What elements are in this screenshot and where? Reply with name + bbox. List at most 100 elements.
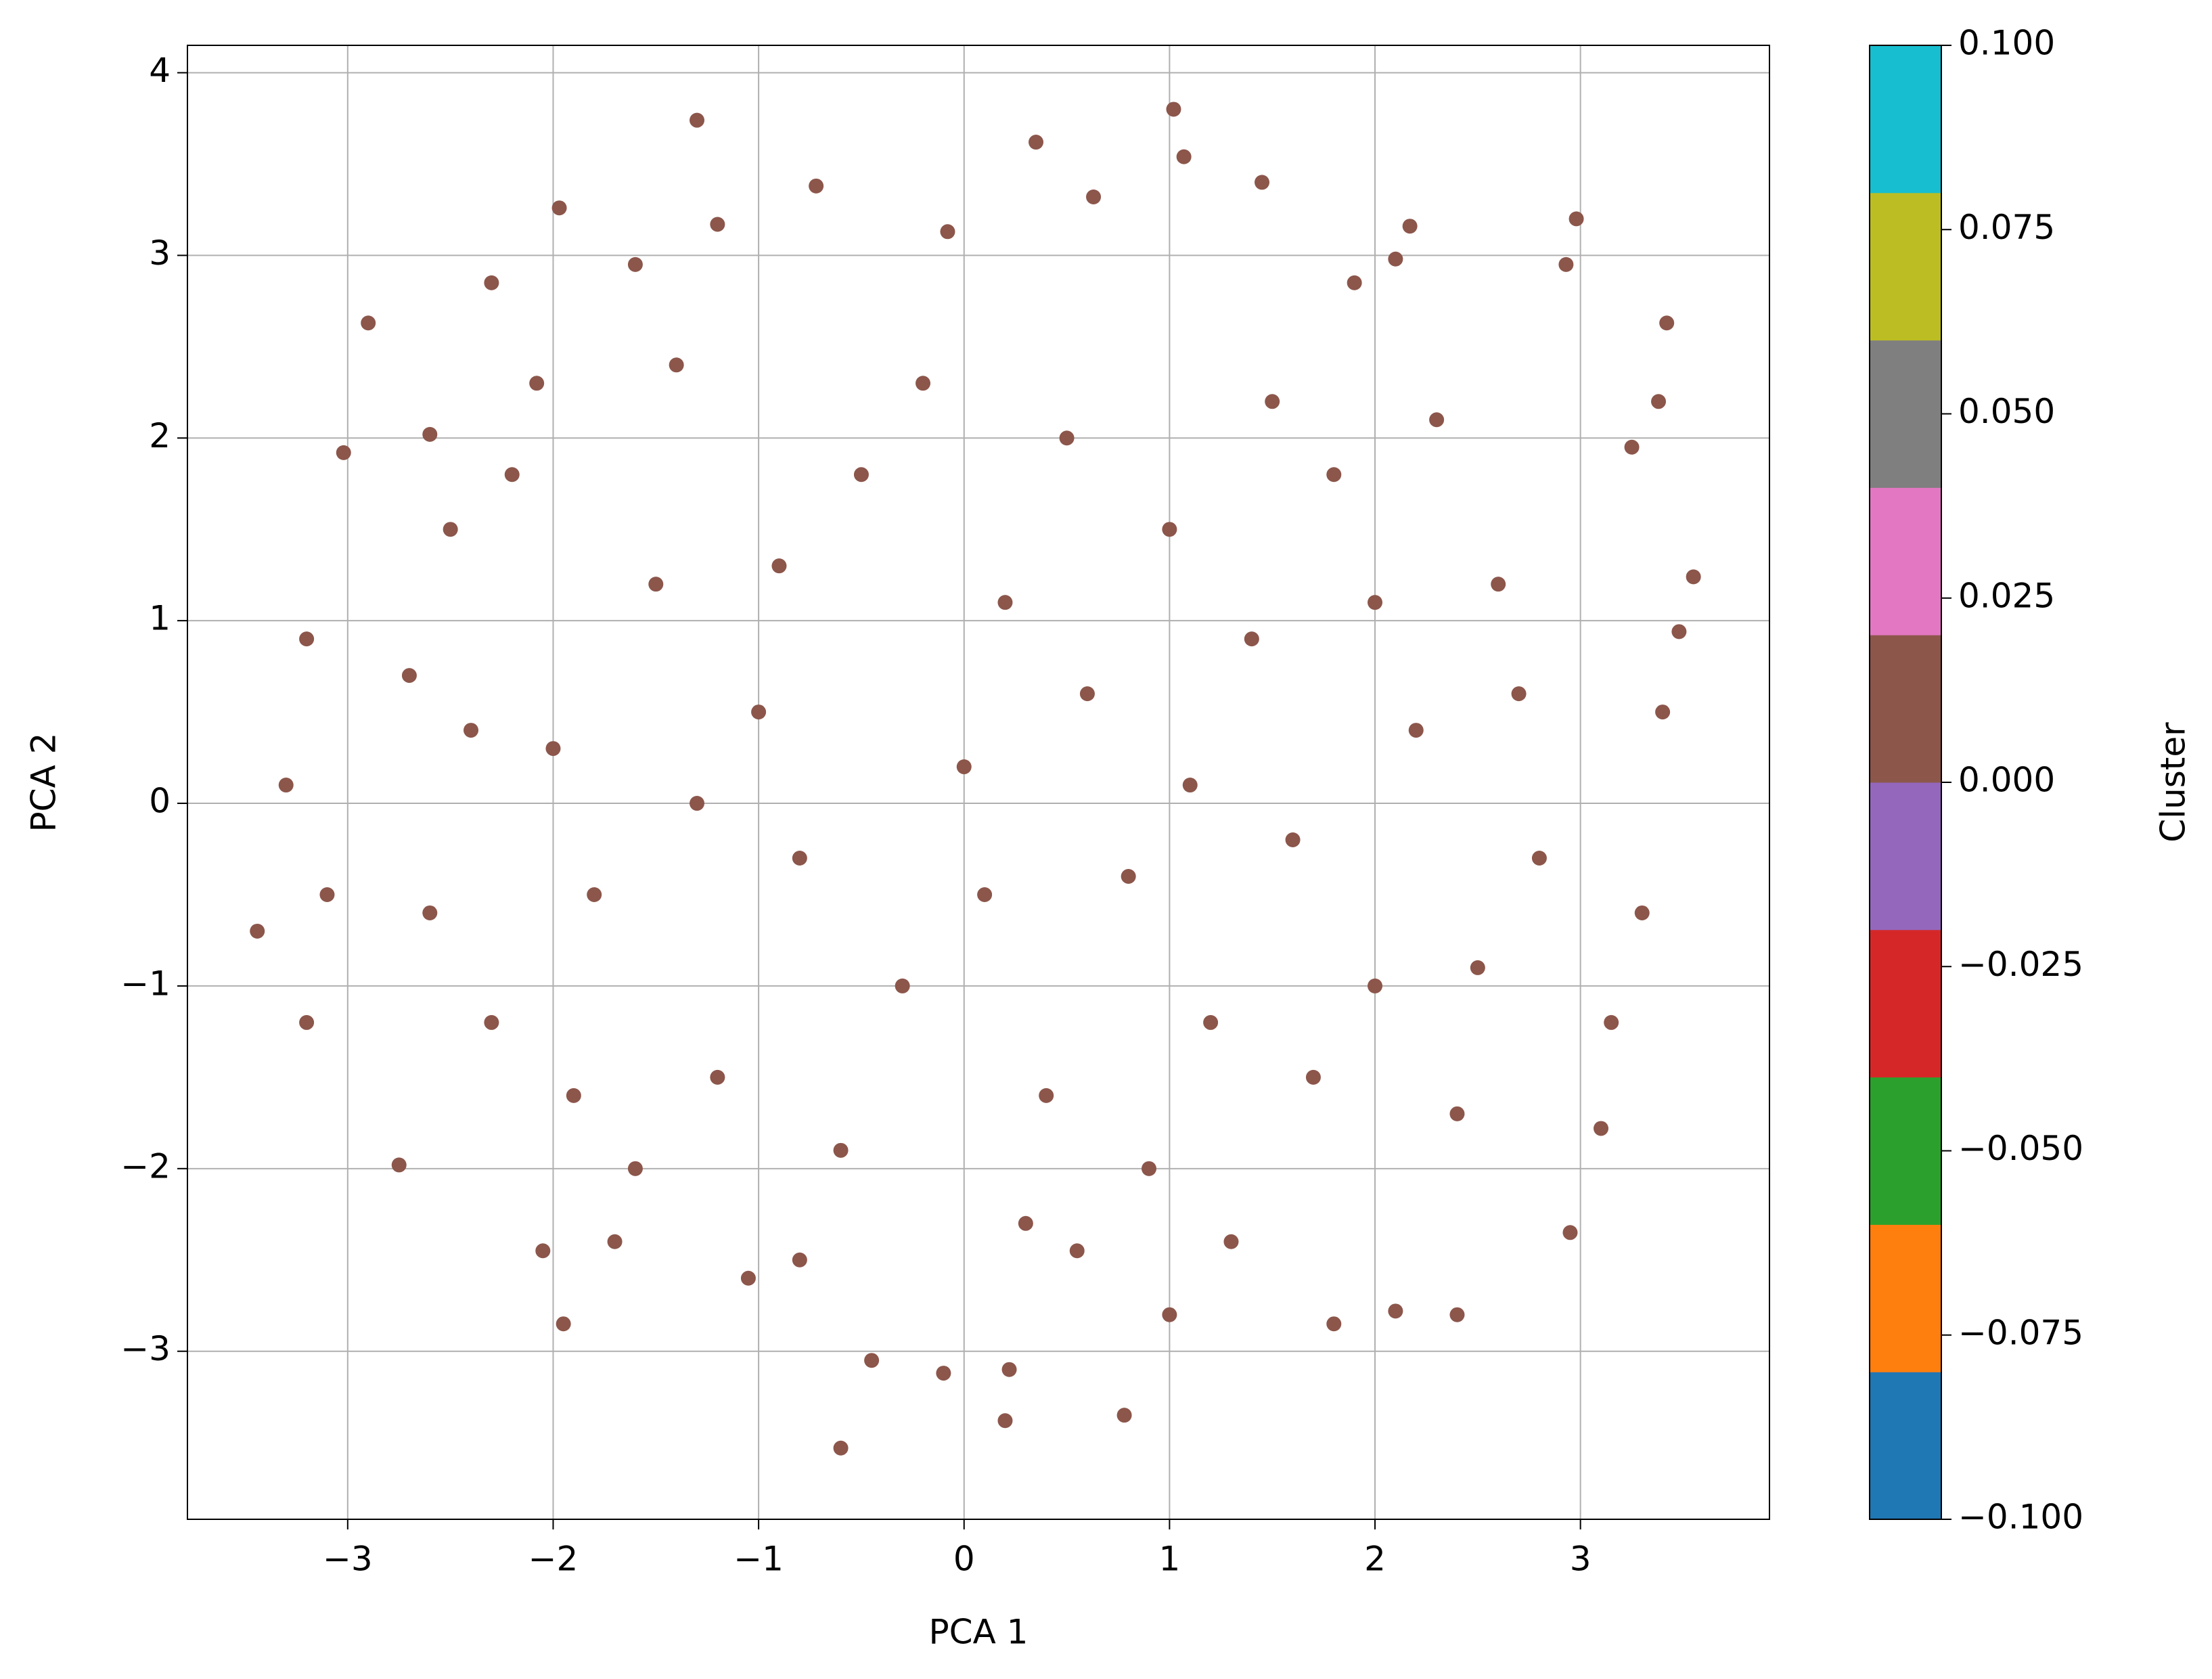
point: [956, 759, 972, 775]
point: [1018, 1215, 1033, 1231]
point: [833, 1142, 849, 1158]
point: [545, 741, 561, 757]
point: [1604, 1014, 1619, 1030]
point: [1166, 102, 1181, 117]
x-tick-label: 1: [1158, 1540, 1180, 1579]
point: [1029, 135, 1044, 150]
colorbar-tick-label: 0.050: [1958, 392, 2055, 431]
point: [1671, 624, 1687, 640]
x-tick-label: 0: [953, 1540, 975, 1579]
point: [1069, 1243, 1085, 1259]
point: [1449, 1106, 1465, 1121]
point: [1470, 960, 1485, 975]
point: [1651, 394, 1667, 409]
point: [627, 256, 643, 272]
x-tick-label: 2: [1364, 1540, 1386, 1579]
y-tick-label: 3: [149, 233, 171, 273]
colorbar-tick-label: 0.075: [1958, 208, 2055, 247]
point: [336, 445, 351, 460]
point: [1634, 905, 1650, 920]
point: [1388, 1303, 1403, 1319]
point: [422, 426, 438, 442]
point: [401, 668, 417, 684]
point: [809, 178, 824, 194]
point: [1265, 394, 1280, 409]
point: [1086, 189, 1102, 205]
colorbar-segment: [1870, 782, 1941, 931]
point: [250, 923, 265, 939]
x-tick-label: −2: [528, 1540, 579, 1579]
y-tick-label: −2: [120, 1146, 171, 1186]
point: [792, 851, 807, 866]
point: [1491, 577, 1506, 592]
point: [278, 778, 294, 793]
point: [1203, 1014, 1219, 1030]
colorbar-tick-label: 0.100: [1958, 24, 2055, 63]
colorbar-segment: [1870, 1077, 1941, 1225]
y-tick-label: 4: [149, 51, 171, 90]
point: [566, 1088, 581, 1103]
point: [1059, 430, 1075, 446]
point: [669, 357, 684, 373]
point: [587, 887, 602, 902]
y-axis-label: PCA 2: [24, 733, 64, 832]
point: [535, 1243, 551, 1259]
colorbar-segment: [1870, 635, 1941, 783]
point: [299, 1014, 315, 1030]
point: [1449, 1307, 1465, 1322]
point: [1162, 1307, 1177, 1322]
x-tick-label: −3: [323, 1540, 373, 1579]
point: [464, 723, 479, 738]
point: [1001, 1362, 1017, 1377]
colorbar-segment: [1870, 1372, 1941, 1520]
y-tick-label: −1: [120, 964, 171, 1003]
point: [1326, 1316, 1342, 1332]
point: [1368, 978, 1383, 993]
point: [710, 1069, 725, 1085]
point: [443, 522, 458, 537]
point: [1558, 256, 1574, 272]
point: [1116, 1408, 1132, 1423]
point: [1624, 439, 1640, 455]
point: [648, 577, 664, 592]
plot-frame: [187, 45, 1770, 1520]
point: [607, 1234, 623, 1249]
colorbar-segment: [1870, 192, 1941, 341]
point: [1182, 778, 1198, 793]
y-tick-label: −3: [120, 1329, 171, 1368]
point: [1176, 149, 1192, 164]
point: [1039, 1088, 1054, 1103]
point: [1121, 868, 1136, 884]
point: [504, 467, 520, 483]
point: [977, 887, 993, 902]
point: [556, 1316, 571, 1332]
colorbar-tick-label: 0.025: [1958, 576, 2055, 615]
y-tick-label: 2: [149, 416, 171, 455]
x-tick-label: 3: [1570, 1540, 1592, 1579]
point: [936, 1366, 951, 1381]
point: [1408, 723, 1424, 738]
point: [1531, 851, 1547, 866]
point: [1686, 569, 1701, 585]
point: [627, 1161, 643, 1176]
y-tick-label: 1: [149, 599, 171, 638]
point: [484, 1014, 499, 1030]
point: [690, 796, 705, 811]
point: [529, 376, 545, 391]
point: [1244, 631, 1259, 647]
colorbar-tick-label: −0.050: [1958, 1129, 2083, 1168]
point: [916, 376, 931, 391]
point: [771, 558, 787, 574]
point: [792, 1252, 807, 1268]
point: [1305, 1069, 1321, 1085]
point: [740, 1270, 756, 1286]
point: [1347, 275, 1362, 290]
colorbar-label: Cluster: [2154, 722, 2193, 843]
x-axis-label: PCA 1: [929, 1613, 1029, 1652]
point: [1594, 1121, 1609, 1136]
point: [1511, 686, 1527, 702]
point: [1255, 175, 1270, 190]
point: [1562, 1225, 1578, 1240]
